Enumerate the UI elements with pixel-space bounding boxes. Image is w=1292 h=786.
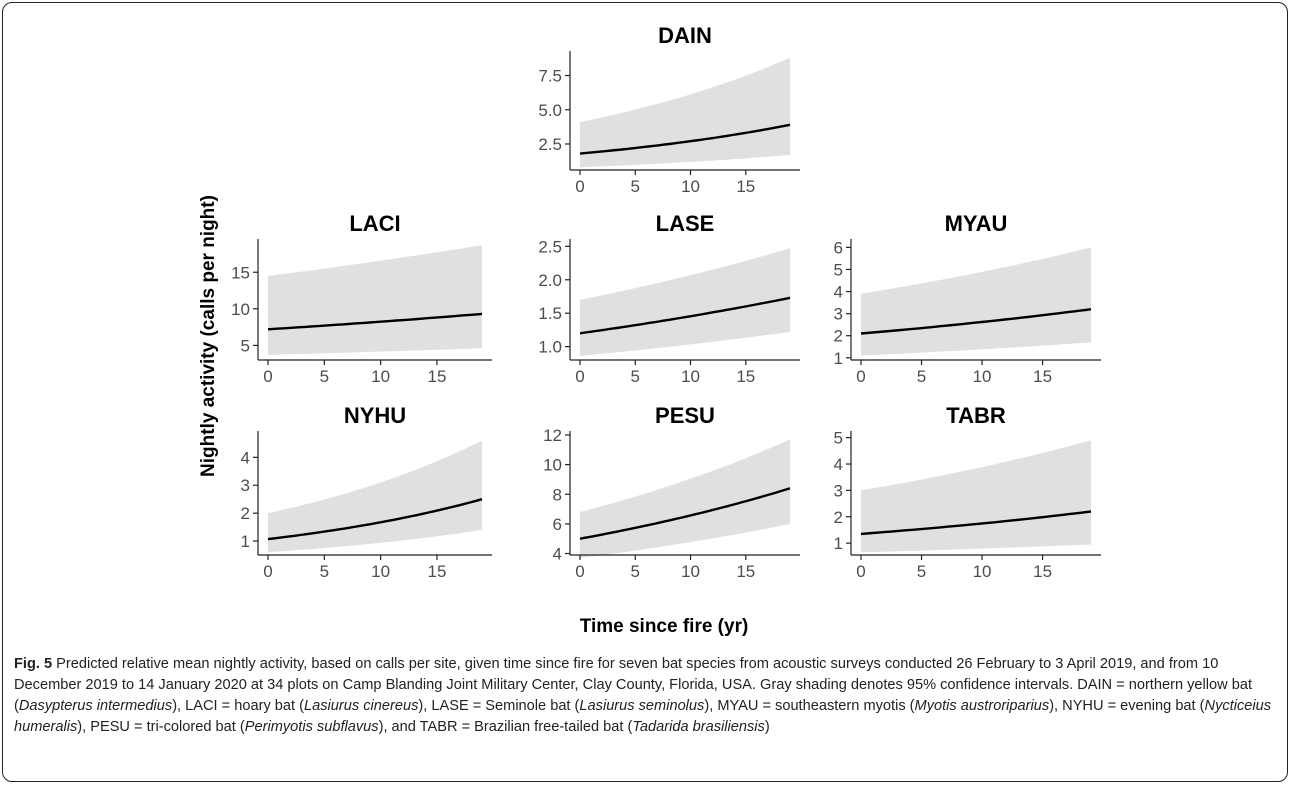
ci-band-tabr <box>861 440 1091 553</box>
y-tick-label-myau: 1 <box>834 349 843 368</box>
x-tick-label-dain: 5 <box>631 177 640 196</box>
x-tick-label-dain: 10 <box>681 177 700 196</box>
y-tick-label-tabr: 4 <box>834 455 843 474</box>
x-tick-label-laci: 10 <box>371 367 390 386</box>
series-line-nyhu <box>267 498 483 541</box>
x-tick-label-laci: 5 <box>320 367 329 386</box>
panel-title-lase: LASE <box>656 211 715 236</box>
y-tick-label-tabr: 2 <box>834 508 843 527</box>
x-tick-label-nyhu: 15 <box>427 562 446 581</box>
y-axis-title: Nightly activity (calls per night) <box>198 195 219 477</box>
ci-band-dain <box>580 57 790 168</box>
y-tick-label-laci: 5 <box>241 336 250 355</box>
panel-title-dain: DAIN <box>658 23 712 48</box>
panel-nyhu: 0 5 10 15 1 2 3 4 NYHU <box>241 403 492 581</box>
x-tick-label-dain: 15 <box>736 177 755 196</box>
figure-canvas: Nightly activity (calls per night) Time … <box>198 23 1101 637</box>
y-tick-label-dain: 7.5 <box>538 67 562 86</box>
x-tick-label-tabr: 15 <box>1033 562 1052 581</box>
series-line-laci <box>267 312 483 331</box>
caption-text: Predicted relative mean nightly activity… <box>14 656 1272 735</box>
x-tick-label-nyhu: 0 <box>263 562 272 581</box>
y-tick-label-pesu: 12 <box>543 426 562 445</box>
x-tick-label-pesu: 15 <box>736 562 755 581</box>
series-line-myau <box>860 308 1092 335</box>
y-tick-label-lase: 2.0 <box>538 271 562 290</box>
x-tick-label-lase: 10 <box>681 367 700 386</box>
series-line-pesu <box>579 487 791 540</box>
panel-tabr: 0 5 10 15 1 2 3 4 5 TABR <box>834 403 1101 581</box>
x-tick-label-tabr: 5 <box>917 562 926 581</box>
x-tick-label-pesu: 0 <box>575 562 584 581</box>
x-tick-label-nyhu: 5 <box>320 562 329 581</box>
x-axis-title: Time since fire (yr) <box>580 616 749 637</box>
panel-pesu: 0 5 10 15 4 6 8 10 12 PESU <box>543 403 800 581</box>
y-tick-label-lase: 1.0 <box>538 338 562 357</box>
series-line-dain <box>579 123 791 155</box>
x-tick-label-nyhu: 10 <box>371 562 390 581</box>
panel-dain: 0 5 10 15 2.5 5.0 7.5 DAIN <box>538 23 800 196</box>
y-tick-label-lase: 1.5 <box>538 304 562 323</box>
y-tick-label-laci: 15 <box>231 263 250 282</box>
x-tick-label-myau: 15 <box>1033 367 1052 386</box>
x-tick-label-myau: 10 <box>973 367 992 386</box>
panel-title-pesu: PESU <box>655 403 715 428</box>
x-tick-label-tabr: 10 <box>973 562 992 581</box>
x-tick-label-laci: 15 <box>427 367 446 386</box>
ci-band-laci <box>268 245 482 355</box>
y-tick-label-tabr: 3 <box>834 481 843 500</box>
ci-band-myau <box>861 247 1091 356</box>
y-tick-label-pesu: 10 <box>543 456 562 475</box>
ci-band-lase <box>580 248 790 356</box>
x-tick-label-pesu: 5 <box>631 562 640 581</box>
y-tick-label-myau: 3 <box>834 305 843 324</box>
series-line-lase <box>579 296 791 335</box>
y-tick-label-myau: 2 <box>834 327 843 346</box>
y-tick-label-pesu: 4 <box>553 545 562 564</box>
x-tick-label-myau: 0 <box>856 367 865 386</box>
ci-band-nyhu <box>268 440 482 553</box>
panel-title-nyhu: NYHU <box>344 403 406 428</box>
panel-title-laci: LACI <box>349 211 400 236</box>
y-tick-label-tabr: 1 <box>834 534 843 553</box>
x-tick-label-pesu: 10 <box>681 562 700 581</box>
y-tick-label-pesu: 8 <box>553 485 562 504</box>
panel-myau: 0 5 10 15 1 2 3 4 5 6 MYAU <box>834 211 1101 386</box>
series-line-tabr <box>860 510 1092 536</box>
x-tick-label-dain: 0 <box>575 177 584 196</box>
panel-title-myau: MYAU <box>945 211 1008 236</box>
y-tick-label-dain: 2.5 <box>538 135 562 154</box>
y-tick-label-dain: 5.0 <box>538 101 562 120</box>
x-tick-label-myau: 5 <box>917 367 926 386</box>
y-tick-label-myau: 6 <box>834 238 843 257</box>
y-tick-label-nyhu: 3 <box>241 476 250 495</box>
y-tick-label-myau: 4 <box>834 283 843 302</box>
y-tick-label-nyhu: 1 <box>241 532 250 551</box>
y-tick-label-nyhu: 2 <box>241 504 250 523</box>
y-tick-label-laci: 10 <box>231 300 250 319</box>
y-tick-label-nyhu: 4 <box>241 448 250 467</box>
panel-title-tabr: TABR <box>946 403 1006 428</box>
x-tick-label-lase: 0 <box>575 367 584 386</box>
caption-label: Fig. 5 <box>14 656 53 672</box>
panel-lase: 0 5 10 15 1.0 1.5 2.0 2.5 LASE <box>538 211 800 386</box>
y-tick-label-myau: 5 <box>834 260 843 279</box>
x-tick-label-laci: 0 <box>263 367 272 386</box>
x-tick-label-lase: 15 <box>736 367 755 386</box>
x-tick-label-lase: 5 <box>631 367 640 386</box>
y-tick-label-lase: 2.5 <box>538 237 562 256</box>
x-tick-label-tabr: 0 <box>856 562 865 581</box>
y-tick-label-tabr: 5 <box>834 429 843 448</box>
y-tick-label-pesu: 6 <box>553 515 562 534</box>
figure-caption: Fig. 5 Predicted relative mean nightly a… <box>14 654 1282 738</box>
